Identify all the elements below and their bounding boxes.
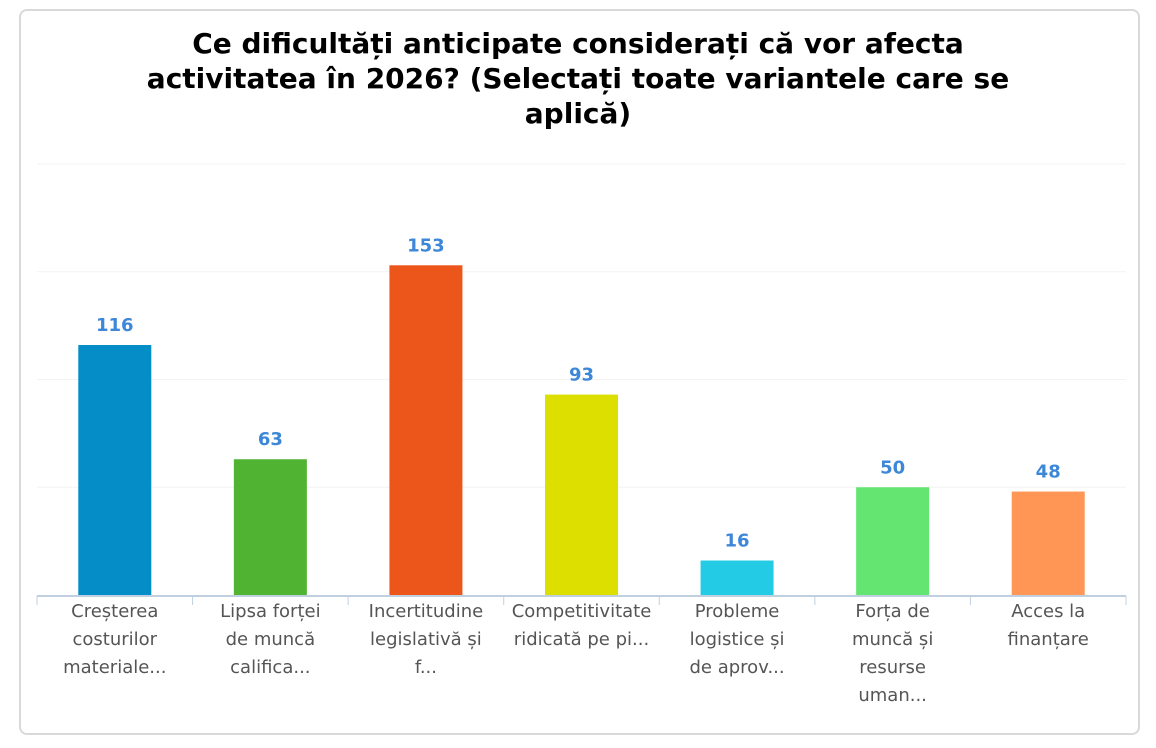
x-tick-label-line: Incertitudine (368, 601, 484, 622)
x-tick-label-line: costurilor (72, 629, 158, 650)
chart-card (19, 9, 1140, 735)
bar[interactable] (856, 487, 930, 595)
x-tick-label-line: Probleme (694, 601, 780, 622)
data-label: 16 (725, 531, 750, 552)
bar[interactable] (1011, 491, 1085, 595)
x-tick-label-line: Acces la (1011, 601, 1086, 622)
data-label: 153 (407, 235, 445, 256)
data-label: 63 (258, 429, 283, 450)
x-tick-label-line: Competitivitate (511, 601, 652, 622)
x-tick-label-line: logistice și (689, 629, 785, 650)
x-tick-label: Incertitudine legislativă și f... (351, 598, 501, 682)
x-tick-label: Competitivitate ridicată pe pi... (507, 598, 657, 654)
x-tick-label: Lipsa forței de muncă califica... (195, 598, 345, 682)
x-tick-label-line: legislativă și (370, 629, 482, 650)
x-tick-label-line: Creșterea (71, 601, 159, 622)
title-line: Ce dificultăți anticipate considerați că… (192, 27, 964, 60)
x-tick-label-line: finanțare (1007, 629, 1089, 650)
x-tick-label: Forța de muncă și resurse uman... (818, 598, 968, 710)
x-tick-label-line: Lipsa forței (220, 601, 321, 622)
x-tick-label-line: f... (414, 657, 438, 678)
chart-title: Ce dificultăți anticipate considerați că… (40, 26, 1116, 131)
bar[interactable] (545, 394, 618, 595)
data-label: 48 (1036, 462, 1061, 483)
x-tick-label-line: de muncă (225, 629, 316, 650)
x-tick-label-line: materiale... (63, 657, 167, 678)
x-tick-label: Creșterea costurilor materiale... (40, 598, 190, 682)
x-tick-label-line: Forța de (855, 601, 930, 622)
bar[interactable] (78, 345, 152, 595)
x-tick-label: Probleme logistice și de aprov... (662, 598, 812, 682)
title-line: aplică) (524, 97, 632, 130)
x-tick-label-line: de aprov... (689, 657, 785, 678)
bar[interactable] (700, 560, 774, 595)
data-label: 50 (880, 457, 905, 478)
bar[interactable] (233, 459, 307, 595)
x-tick-label-line: ridicată pe pi... (513, 629, 650, 650)
x-tick-label-line: uman... (858, 685, 927, 706)
x-tick-label-line: muncă și (851, 629, 934, 650)
data-label: 93 (569, 365, 594, 386)
bar[interactable] (389, 265, 463, 595)
x-tick-label-line: resurse (859, 657, 926, 678)
title-line: activitatea în 2026? (Selectați toate va… (146, 62, 1010, 95)
x-tick-label-line: califica... (230, 657, 311, 678)
x-tick-label: Acces la finanțare (973, 598, 1123, 654)
data-label: 116 (96, 315, 134, 336)
